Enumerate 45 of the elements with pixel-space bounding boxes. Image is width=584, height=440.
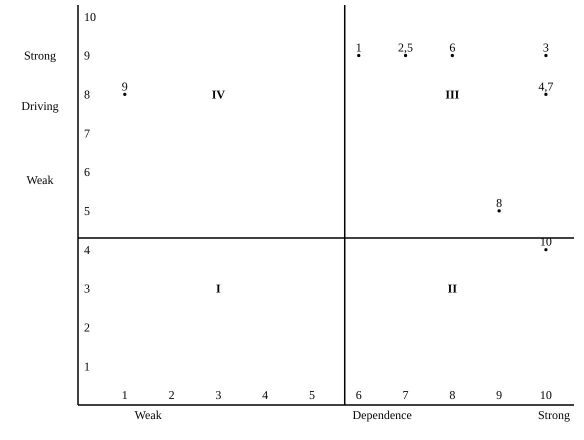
y-tick-label: 4 xyxy=(84,242,90,257)
point xyxy=(123,92,126,96)
x-tick-label: 10 xyxy=(540,388,552,402)
point xyxy=(498,209,501,212)
y-axis-title: Driving xyxy=(21,99,59,114)
annotation: 8 xyxy=(496,196,502,210)
x-tick-label: 6 xyxy=(356,388,362,402)
y-tick-label: 1 xyxy=(84,359,90,374)
x-axis-title: Dependence xyxy=(352,408,412,422)
annotation: 6 xyxy=(449,40,456,54)
text: Strong xyxy=(538,408,570,422)
point xyxy=(544,248,548,252)
point xyxy=(450,54,454,58)
y-tick-label: 5 xyxy=(84,204,90,218)
x-tick-label: 1 xyxy=(122,388,128,402)
x-tick-label: 7 xyxy=(402,388,409,402)
point xyxy=(544,92,548,96)
point xyxy=(544,54,548,58)
x-tick-label: 5 xyxy=(308,388,315,402)
annotation: 2,5 xyxy=(398,40,414,54)
annotation: II xyxy=(448,282,458,296)
x-tick-label: 4 xyxy=(262,388,268,402)
annotation: III xyxy=(445,88,460,102)
text: Weak xyxy=(134,408,162,422)
y-tick-label: 8 xyxy=(84,88,90,102)
y-tick-label: 7 xyxy=(84,126,90,140)
x-tick-label: 8 xyxy=(449,388,456,402)
text: Weak xyxy=(26,172,54,187)
y-tick-label: 9 xyxy=(84,48,90,63)
x-tick-label: 2 xyxy=(168,388,175,402)
y-tick-label: 10 xyxy=(84,10,96,24)
annotation: 9 xyxy=(122,79,128,94)
annotation: IV xyxy=(212,88,226,102)
y-tick-label: 3 xyxy=(84,282,90,296)
x-tick-label: 3 xyxy=(215,388,222,402)
annotation: I xyxy=(216,282,222,296)
point xyxy=(404,54,408,58)
text: Strong xyxy=(24,48,56,63)
y-tick-label: 2 xyxy=(84,320,90,335)
y-tick-label: 6 xyxy=(84,165,90,180)
annotation: 3 xyxy=(542,40,549,54)
annotation: 4,7 xyxy=(538,79,554,94)
point xyxy=(357,54,360,58)
x-tick-label: 9 xyxy=(496,388,502,402)
annotation: 1 xyxy=(356,40,362,54)
